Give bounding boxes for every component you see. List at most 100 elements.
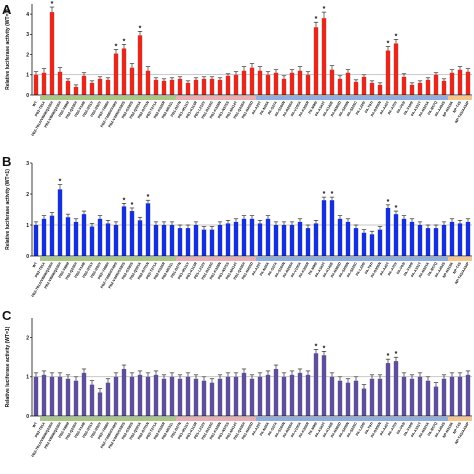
bar bbox=[409, 84, 415, 95]
bar bbox=[97, 218, 103, 256]
group-bar bbox=[256, 257, 448, 261]
bar bbox=[345, 221, 351, 256]
bar bbox=[337, 78, 343, 95]
bar bbox=[313, 353, 319, 416]
bar bbox=[329, 69, 335, 95]
y-tick-label: 4 bbox=[26, 12, 29, 18]
bar bbox=[329, 376, 335, 416]
bar bbox=[417, 225, 423, 256]
significance-marker: * bbox=[315, 343, 318, 350]
bar bbox=[393, 43, 399, 95]
x-tick-label: PA-N26K bbox=[259, 100, 270, 115]
y-axis-label: Relative luciferase activity (WT=1) bbox=[5, 9, 11, 90]
y-tick-label: 3 bbox=[26, 161, 29, 167]
bar bbox=[377, 229, 383, 256]
bar bbox=[41, 374, 47, 416]
bar bbox=[113, 53, 119, 95]
bar bbox=[441, 80, 447, 95]
significance-marker: * bbox=[323, 191, 326, 198]
bar bbox=[433, 386, 439, 416]
y-tick-label: 1 bbox=[26, 375, 29, 381]
chart-panel-c: C Relative luciferase activity (WT=1) 0 1 2 *… bbox=[2, 308, 472, 458]
bar bbox=[145, 70, 151, 95]
significance-marker: * bbox=[59, 179, 62, 186]
bar bbox=[41, 72, 47, 95]
x-tick-label: PA-L226I bbox=[355, 101, 366, 116]
bar bbox=[49, 376, 55, 416]
y-tick-label: 0 bbox=[26, 93, 29, 99]
bar bbox=[185, 82, 191, 95]
bar bbox=[273, 368, 279, 416]
bar bbox=[433, 228, 439, 256]
bar bbox=[257, 223, 263, 256]
significance-marker: * bbox=[387, 353, 390, 360]
bar bbox=[225, 75, 231, 95]
bar bbox=[129, 376, 135, 416]
bar bbox=[33, 74, 39, 95]
group-bar bbox=[176, 96, 256, 100]
bar bbox=[137, 220, 143, 256]
bar bbox=[81, 75, 87, 95]
group-bar bbox=[448, 417, 472, 421]
x-tick-label: PA-A20T bbox=[251, 100, 262, 115]
bar bbox=[289, 374, 295, 416]
x-tick-label: PA-A70V bbox=[387, 100, 398, 115]
group-bar bbox=[448, 257, 472, 261]
bar bbox=[121, 206, 127, 256]
significance-marker: * bbox=[115, 44, 118, 51]
x-tick-label: PA-V63I bbox=[396, 262, 406, 276]
bar bbox=[353, 228, 359, 256]
bar bbox=[409, 378, 415, 416]
bar bbox=[201, 78, 207, 95]
panel-letter: C bbox=[2, 308, 12, 323]
panel-letter: B bbox=[2, 154, 11, 169]
x-tick-label: PA-M86I bbox=[308, 262, 318, 276]
significance-marker: * bbox=[395, 205, 398, 212]
bar bbox=[281, 78, 287, 95]
bar bbox=[401, 376, 407, 416]
x-tick-label: PA-A20T bbox=[251, 261, 262, 276]
bar bbox=[177, 78, 183, 95]
bar bbox=[465, 374, 471, 416]
bar bbox=[113, 376, 119, 416]
x-tick-label: PA-L226I bbox=[355, 262, 366, 277]
bar bbox=[401, 76, 407, 95]
bar bbox=[305, 374, 311, 416]
bar bbox=[161, 80, 167, 95]
bar bbox=[185, 376, 191, 416]
bar bbox=[209, 382, 215, 416]
bar bbox=[265, 374, 271, 416]
bar bbox=[417, 376, 423, 416]
significance-marker: * bbox=[387, 40, 390, 47]
bar bbox=[321, 18, 327, 95]
bar bbox=[457, 223, 463, 256]
panel-letter: A bbox=[2, 2, 12, 17]
bar bbox=[73, 86, 79, 95]
bar bbox=[97, 392, 103, 416]
significance-marker: * bbox=[323, 345, 326, 352]
bar bbox=[217, 79, 223, 95]
x-tick-label: PA-T97I bbox=[364, 101, 374, 114]
y-axis-label: Relative luciferase activity (WT=1) bbox=[5, 169, 11, 250]
bar bbox=[49, 12, 55, 95]
bar bbox=[161, 225, 167, 256]
x-tick-label: PA-M86I bbox=[308, 101, 318, 115]
y-tick-label: 1 bbox=[26, 223, 29, 229]
bar bbox=[81, 214, 87, 256]
bar bbox=[393, 214, 399, 256]
bar bbox=[337, 380, 343, 416]
group-bar bbox=[176, 417, 256, 421]
bar bbox=[169, 79, 175, 95]
bar bbox=[249, 67, 255, 95]
bar bbox=[225, 223, 231, 256]
bar bbox=[321, 200, 327, 256]
bar bbox=[241, 372, 247, 416]
bar bbox=[361, 388, 367, 416]
bar bbox=[417, 82, 423, 95]
bar bbox=[105, 223, 111, 256]
significance-marker: * bbox=[323, 6, 326, 13]
bar bbox=[385, 50, 391, 95]
bar bbox=[265, 74, 271, 95]
